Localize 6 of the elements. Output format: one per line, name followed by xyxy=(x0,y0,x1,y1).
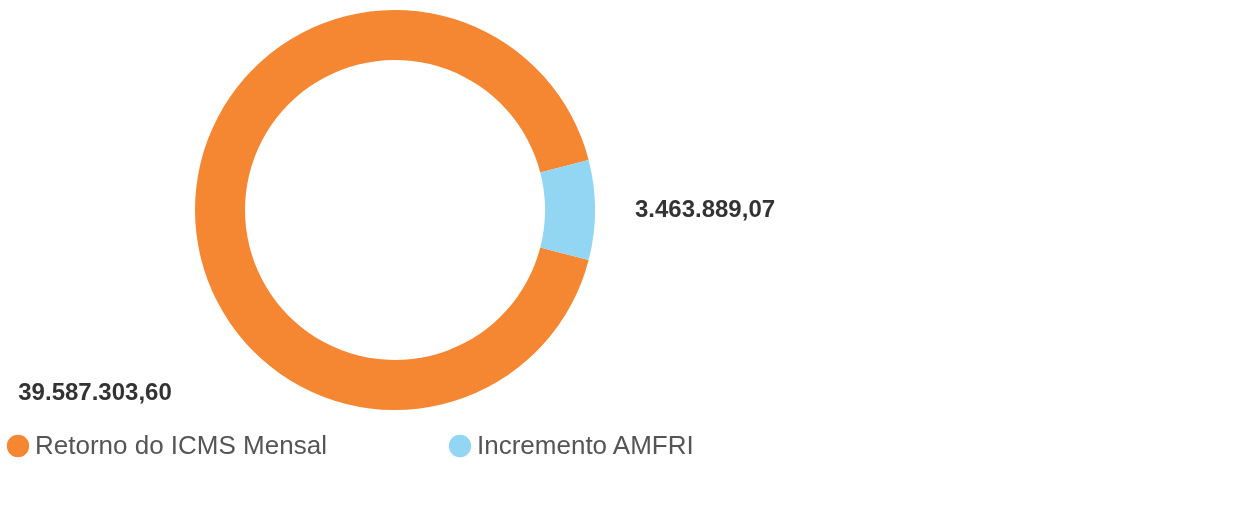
legend-label: Retorno do ICMS Mensal xyxy=(35,430,327,460)
donut-slice xyxy=(540,159,595,261)
data-label: 39.587.303,60 xyxy=(18,378,172,405)
data-label: 3.463.889,07 xyxy=(634,195,776,222)
legend-label: Incremento AMFRI xyxy=(477,430,694,460)
donut-slice xyxy=(195,10,589,410)
